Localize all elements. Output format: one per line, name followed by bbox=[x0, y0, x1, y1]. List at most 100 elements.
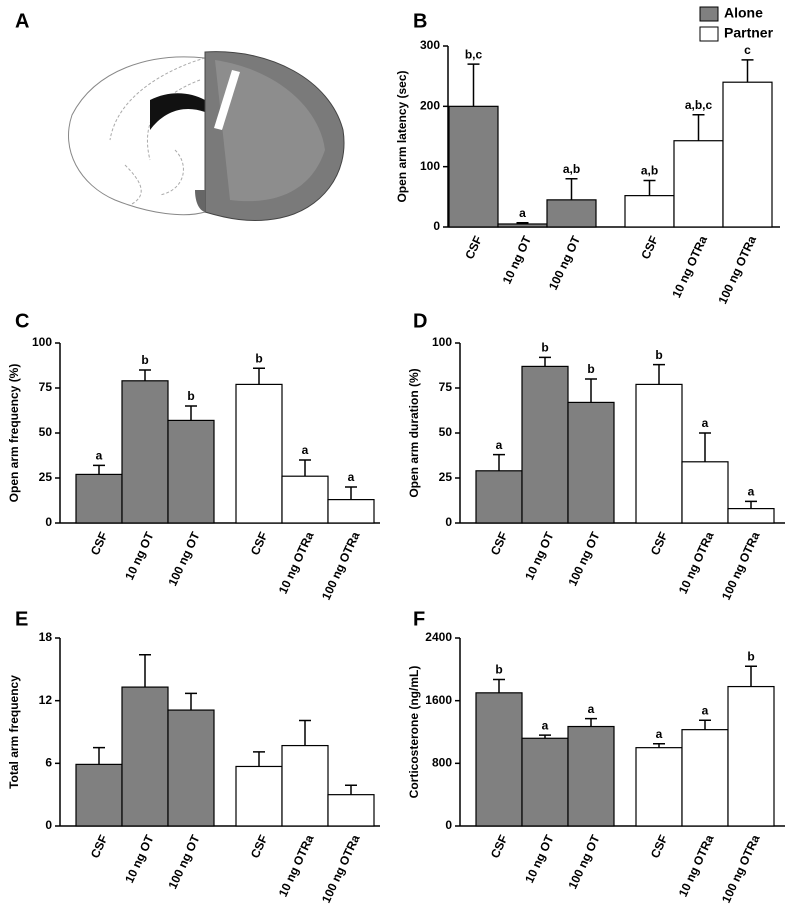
x-tick-label: 10 ng OTRa bbox=[676, 832, 717, 899]
brain-outline bbox=[68, 56, 206, 216]
error-bar bbox=[139, 369, 151, 381]
error-bar bbox=[345, 486, 357, 500]
error-bar bbox=[745, 500, 757, 509]
y-tick-label: 12 bbox=[39, 693, 53, 707]
x-tick-label: CSF bbox=[88, 530, 111, 558]
y-tick-label: 0 bbox=[445, 818, 452, 832]
x-tick-label: 10 ng OT bbox=[122, 832, 157, 885]
y-tick-label: 6 bbox=[45, 756, 52, 770]
significance-label: b bbox=[141, 353, 148, 367]
y-tick-label: 0 bbox=[45, 515, 52, 529]
y-tick-label: 100 bbox=[432, 335, 452, 349]
bar bbox=[681, 729, 729, 827]
x-tick-label: CSF bbox=[648, 530, 671, 558]
x-tick-label: 100 ng OTRa bbox=[319, 529, 363, 602]
bar bbox=[327, 794, 375, 827]
x-tick-label: 100 ng OTRa bbox=[719, 832, 763, 905]
error-bar bbox=[185, 692, 197, 711]
bar bbox=[521, 737, 569, 827]
bar bbox=[567, 725, 615, 827]
brain-lines bbox=[109, 57, 206, 206]
significance-label: b bbox=[495, 663, 502, 677]
y-tick-label: 100 bbox=[32, 335, 52, 349]
error-bar bbox=[493, 453, 505, 471]
legend-label: Alone bbox=[724, 5, 763, 21]
significance-label: a bbox=[96, 449, 103, 463]
error-bar bbox=[692, 114, 705, 141]
error-bar bbox=[253, 751, 265, 767]
panel-letter: F bbox=[413, 608, 425, 630]
ventricle bbox=[150, 93, 205, 130]
error-bar bbox=[741, 59, 754, 83]
significance-label: a,b,c bbox=[685, 98, 713, 112]
significance-label: a bbox=[702, 703, 709, 717]
legend-label: Partner bbox=[724, 25, 774, 41]
x-tick-label: 10 ng OT bbox=[500, 233, 535, 286]
y-tick-label: 300 bbox=[420, 38, 440, 52]
panel-letter: A bbox=[15, 10, 29, 32]
y-tick-label: 18 bbox=[39, 630, 53, 644]
panel-letter: D bbox=[413, 310, 427, 332]
bar bbox=[497, 223, 548, 228]
bar bbox=[121, 380, 169, 524]
y-tick-label: 25 bbox=[439, 470, 453, 484]
bar bbox=[448, 105, 499, 228]
bar bbox=[567, 401, 615, 524]
bar bbox=[75, 763, 123, 827]
x-tick-label: 10 ng OTRa bbox=[676, 529, 717, 596]
significance-label: a bbox=[519, 206, 526, 220]
significance-label: a bbox=[702, 416, 709, 430]
bar bbox=[635, 383, 683, 524]
bar bbox=[327, 499, 375, 524]
error-bar bbox=[253, 367, 265, 385]
y-axis-label: Open arm frequency (%) bbox=[7, 364, 21, 503]
y-tick-label: 75 bbox=[439, 380, 453, 394]
x-tick-label: 10 ng OT bbox=[522, 832, 557, 885]
panel-letter: E bbox=[15, 608, 28, 630]
significance-label: b bbox=[587, 362, 594, 376]
y-tick-label: 50 bbox=[439, 425, 453, 439]
significance-label: b bbox=[255, 351, 262, 365]
bar bbox=[121, 686, 169, 827]
y-tick-label: 0 bbox=[433, 219, 440, 233]
x-tick-label: CSF bbox=[488, 833, 511, 861]
x-tick-label: CSF bbox=[648, 833, 671, 861]
significance-label: a bbox=[496, 438, 503, 452]
error-bar bbox=[93, 746, 105, 765]
bar bbox=[681, 461, 729, 524]
significance-label: a bbox=[588, 702, 595, 716]
bar bbox=[281, 744, 329, 827]
error-bar bbox=[653, 743, 665, 748]
x-tick-label: CSF bbox=[248, 833, 271, 861]
significance-label: b bbox=[747, 649, 754, 663]
significance-label: c bbox=[744, 43, 751, 57]
error-bar bbox=[585, 717, 597, 727]
y-tick-label: 1600 bbox=[425, 693, 452, 707]
significance-label: a bbox=[348, 470, 355, 484]
significance-label: a bbox=[656, 727, 663, 741]
error-bar bbox=[539, 734, 551, 739]
error-bar bbox=[493, 678, 505, 693]
bar bbox=[546, 199, 597, 228]
bar bbox=[727, 508, 775, 524]
x-tick-label: 100 ng OT bbox=[165, 529, 202, 588]
x-tick-label: CSF bbox=[248, 530, 271, 558]
bar bbox=[475, 470, 523, 524]
significance-label: a,b bbox=[563, 162, 580, 176]
y-tick-label: 800 bbox=[432, 756, 452, 770]
x-tick-label: 100 ng OT bbox=[165, 832, 202, 891]
bar bbox=[727, 685, 775, 827]
x-tick-label: 100 ng OT bbox=[546, 233, 583, 292]
bar bbox=[167, 419, 215, 524]
error-bar bbox=[699, 719, 711, 730]
error-bar bbox=[93, 464, 105, 475]
brain-texture bbox=[215, 60, 325, 202]
bar bbox=[624, 195, 675, 228]
error-bar bbox=[299, 459, 311, 477]
x-tick-label: 100 ng OT bbox=[565, 529, 602, 588]
bar bbox=[722, 81, 773, 228]
bar bbox=[235, 383, 283, 524]
y-tick-label: 200 bbox=[420, 99, 440, 113]
y-tick-label: 0 bbox=[445, 515, 452, 529]
error-bar bbox=[185, 405, 197, 421]
